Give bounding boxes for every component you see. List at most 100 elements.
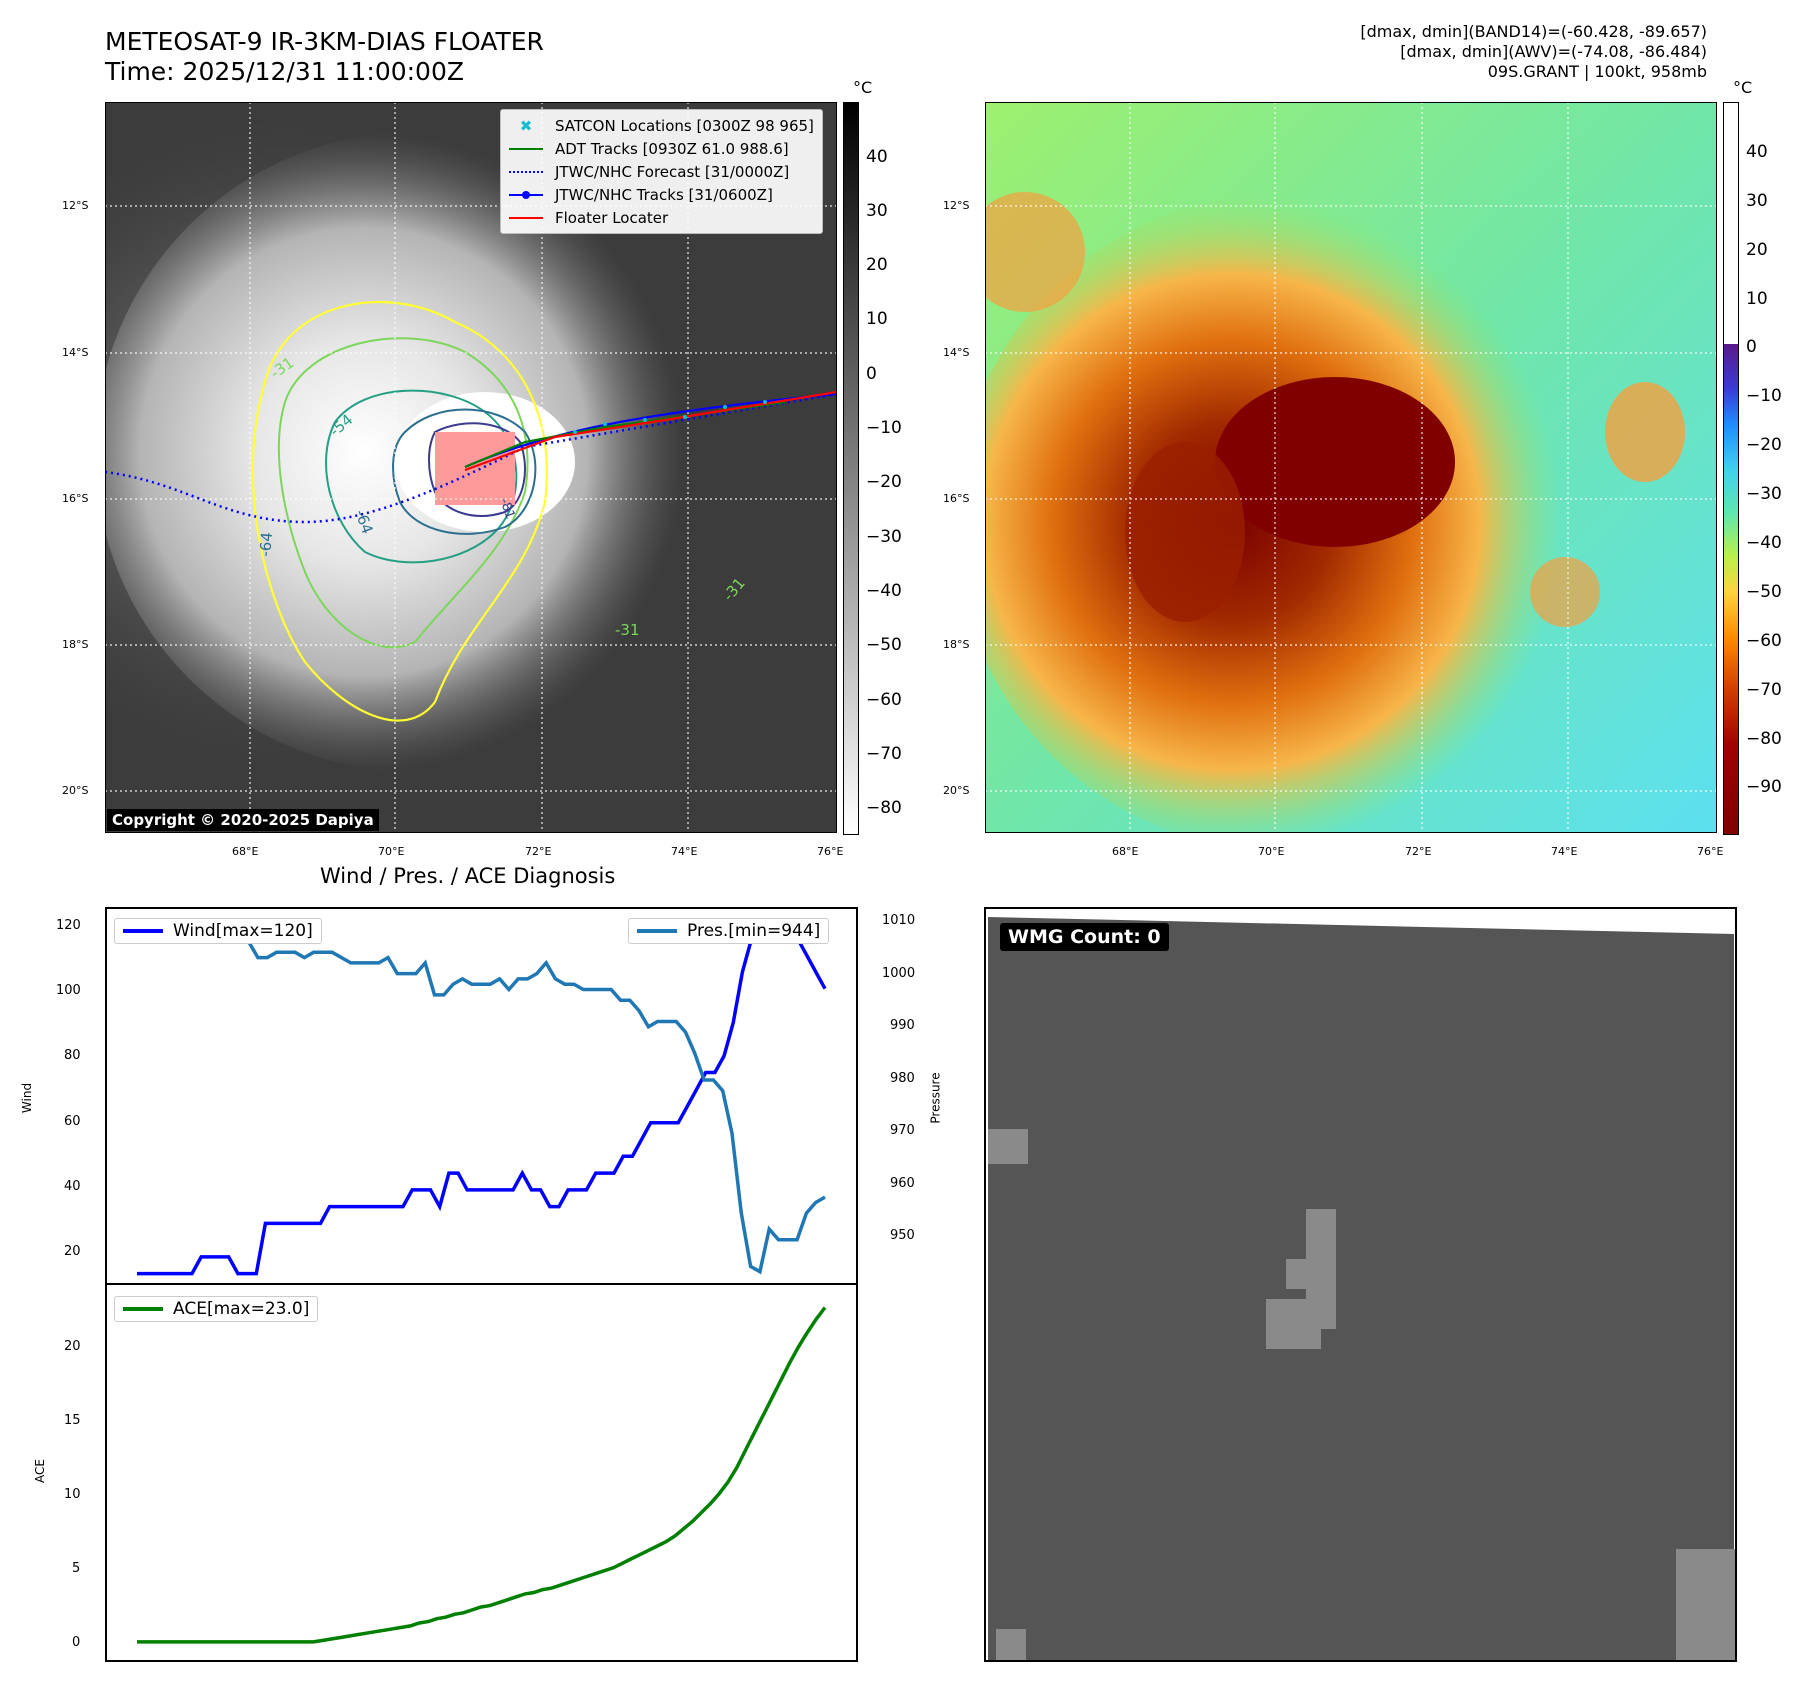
contour-label-6: -31 (615, 621, 640, 639)
awv-map (955, 101, 1718, 852)
lon-label-74e: 74°E (671, 845, 698, 858)
lat-label-12s: 12°S (943, 199, 970, 212)
lat-label-18s: 18°S (943, 638, 970, 651)
contour-label-7: -81 (496, 496, 517, 521)
left-cbar-tick: 10 (866, 309, 888, 329)
left-cbar-tick: −10 (866, 418, 902, 438)
green-line-icon (509, 147, 543, 150)
diagnosis-plot (137, 918, 827, 1644)
pressure-line-icon (637, 929, 677, 933)
left-cbar-tick: −50 (866, 635, 902, 655)
diagnosis-title: Wind / Pres. / ACE Diagnosis (320, 864, 616, 888)
pressure-tick: 970 (890, 1123, 915, 1138)
wind-series-line (137, 918, 827, 1276)
lon-label-72e: 72°E (1405, 845, 1432, 858)
left-cbar-tick: −30 (866, 527, 902, 547)
ace-tick: 0 (72, 1635, 81, 1650)
pressure-tick: 1000 (882, 966, 916, 981)
left-cbar-tick: −20 (866, 472, 902, 492)
right-cbar-tick: −80 (1746, 729, 1782, 749)
line-dot-icon (509, 190, 543, 199)
wind-tick: 60 (64, 1114, 81, 1129)
right-cbar-tick: −30 (1746, 484, 1782, 504)
right-colorbar-unit: °C (1733, 78, 1753, 97)
pressure-tick: 990 (890, 1018, 915, 1033)
pressure-legend: Pres.[min=944] (628, 918, 830, 944)
lat-label-16s: 16°S (62, 492, 89, 505)
left-colorbar-unit: °C (853, 78, 873, 97)
ace-line-icon (123, 1307, 163, 1311)
pressure-axis-label: Pressure (928, 1072, 943, 1124)
right-cbar-tick: −40 (1746, 533, 1782, 553)
lat-label-16s: 16°S (943, 492, 970, 505)
pressure-tick: 980 (890, 1071, 915, 1086)
right-cbar-tick: 0 (1746, 337, 1757, 357)
right-cbar-tick: −10 (1746, 386, 1782, 406)
title-line-2: Time: 2025/12/31 11:00:00Z (105, 57, 464, 86)
ace-tick: 15 (64, 1413, 81, 1428)
ace-legend: ACE[max=23.0] (114, 1296, 319, 1322)
ace-axis-label: ACE (32, 1459, 47, 1483)
lon-label-70e: 70°E (1258, 845, 1285, 858)
lon-label-68e: 68°E (1112, 845, 1139, 858)
right-cbar-tick: −50 (1746, 582, 1782, 602)
ace-series-line (137, 1306, 827, 1644)
wind-tick: 120 (56, 918, 81, 933)
right-cbar-tick: −70 (1746, 680, 1782, 700)
lat-label-14s: 14°S (943, 346, 970, 359)
pressure-tick: 960 (890, 1176, 915, 1191)
wind-tick: 100 (56, 983, 81, 998)
left-cbar-tick: 30 (866, 201, 888, 221)
ir-map-panel: -31 -31 -31 -54 -64 -64 -81 ✖ SATCON Loca… (0, 101, 838, 834)
left-cbar-tick: 40 (866, 147, 888, 167)
stats-line-2: [dmax, dmin](AWV)=(-74.08, -86.484) (1400, 42, 1707, 61)
ace-tick: 20 (64, 1339, 81, 1354)
legend-item-floater: Floater Locater (509, 206, 814, 229)
wind-tick: 40 (64, 1179, 81, 1194)
title-line-1: METEOSAT-9 IR-3KM-DIAS FLOATER (105, 27, 544, 56)
right-cbar-tick: −20 (1746, 435, 1782, 455)
wind-tick: 20 (64, 1244, 81, 1259)
lon-label-70e: 70°E (378, 845, 405, 858)
left-cbar-tick: −40 (866, 581, 902, 601)
ace-tick: 10 (64, 1487, 81, 1502)
legend-item-forecast: JTWC/NHC Forecast [31/0000Z] (509, 160, 814, 183)
right-cbar-tick: −90 (1746, 777, 1782, 797)
left-cbar-tick: −60 (866, 690, 902, 710)
legend-item-adt: ADT Tracks [0930Z 61.0 988.6] (509, 137, 814, 160)
lat-label-18s: 18°S (62, 638, 89, 651)
legend-item-satcon: ✖ SATCON Locations [0300Z 98 965] (509, 114, 814, 137)
lon-label-72e: 72°E (525, 845, 552, 858)
awv-map-panel (955, 101, 1718, 852)
copyright-badge: Copyright © 2020-2025 Dapiya (107, 809, 379, 831)
lat-label-20s: 20°S (62, 784, 89, 797)
lat-label-12s: 12°S (62, 199, 89, 212)
left-colorbar (843, 102, 859, 835)
contour-label-4: -64 (256, 531, 276, 557)
stats-line-1: [dmax, dmin](BAND14)=(-60.428, -89.657) (1360, 22, 1707, 41)
left-cbar-tick: 20 (866, 255, 888, 275)
pressure-tick: 950 (890, 1228, 915, 1243)
wind-tick: 80 (64, 1048, 81, 1063)
wmg-image (988, 917, 1735, 1660)
lon-label-76e: 76°E (1697, 845, 1724, 858)
dotted-line-icon (509, 170, 543, 173)
right-cbar-tick: −60 (1746, 631, 1782, 651)
stats-line-3: 09S.GRANT | 100kt, 958mb (1487, 62, 1707, 81)
right-cbar-tick: 20 (1746, 240, 1768, 260)
right-cbar-tick: 40 (1746, 142, 1768, 162)
pressure-tick: 1010 (882, 913, 916, 928)
diagnosis-divider (105, 1283, 858, 1285)
wind-line-icon (123, 929, 163, 933)
red-line-icon (509, 216, 543, 219)
lon-label-74e: 74°E (1551, 845, 1578, 858)
right-colorbar (1723, 102, 1739, 835)
page-title: METEOSAT-9 IR-3KM-DIAS FLOATER Time: 202… (105, 27, 544, 87)
pressure-series-line (137, 918, 826, 1275)
stats-block: [dmax, dmin](BAND14)=(-60.428, -89.657) … (1360, 22, 1707, 82)
wmg-panel: WMG Count: 0 (984, 907, 1737, 1662)
wind-axis-label: Wind (20, 1082, 35, 1114)
lat-label-14s: 14°S (62, 346, 89, 359)
legend-item-tracks: JTWC/NHC Tracks [31/0600Z] (509, 183, 814, 206)
cross-marker-icon: ✖ (519, 116, 533, 135)
